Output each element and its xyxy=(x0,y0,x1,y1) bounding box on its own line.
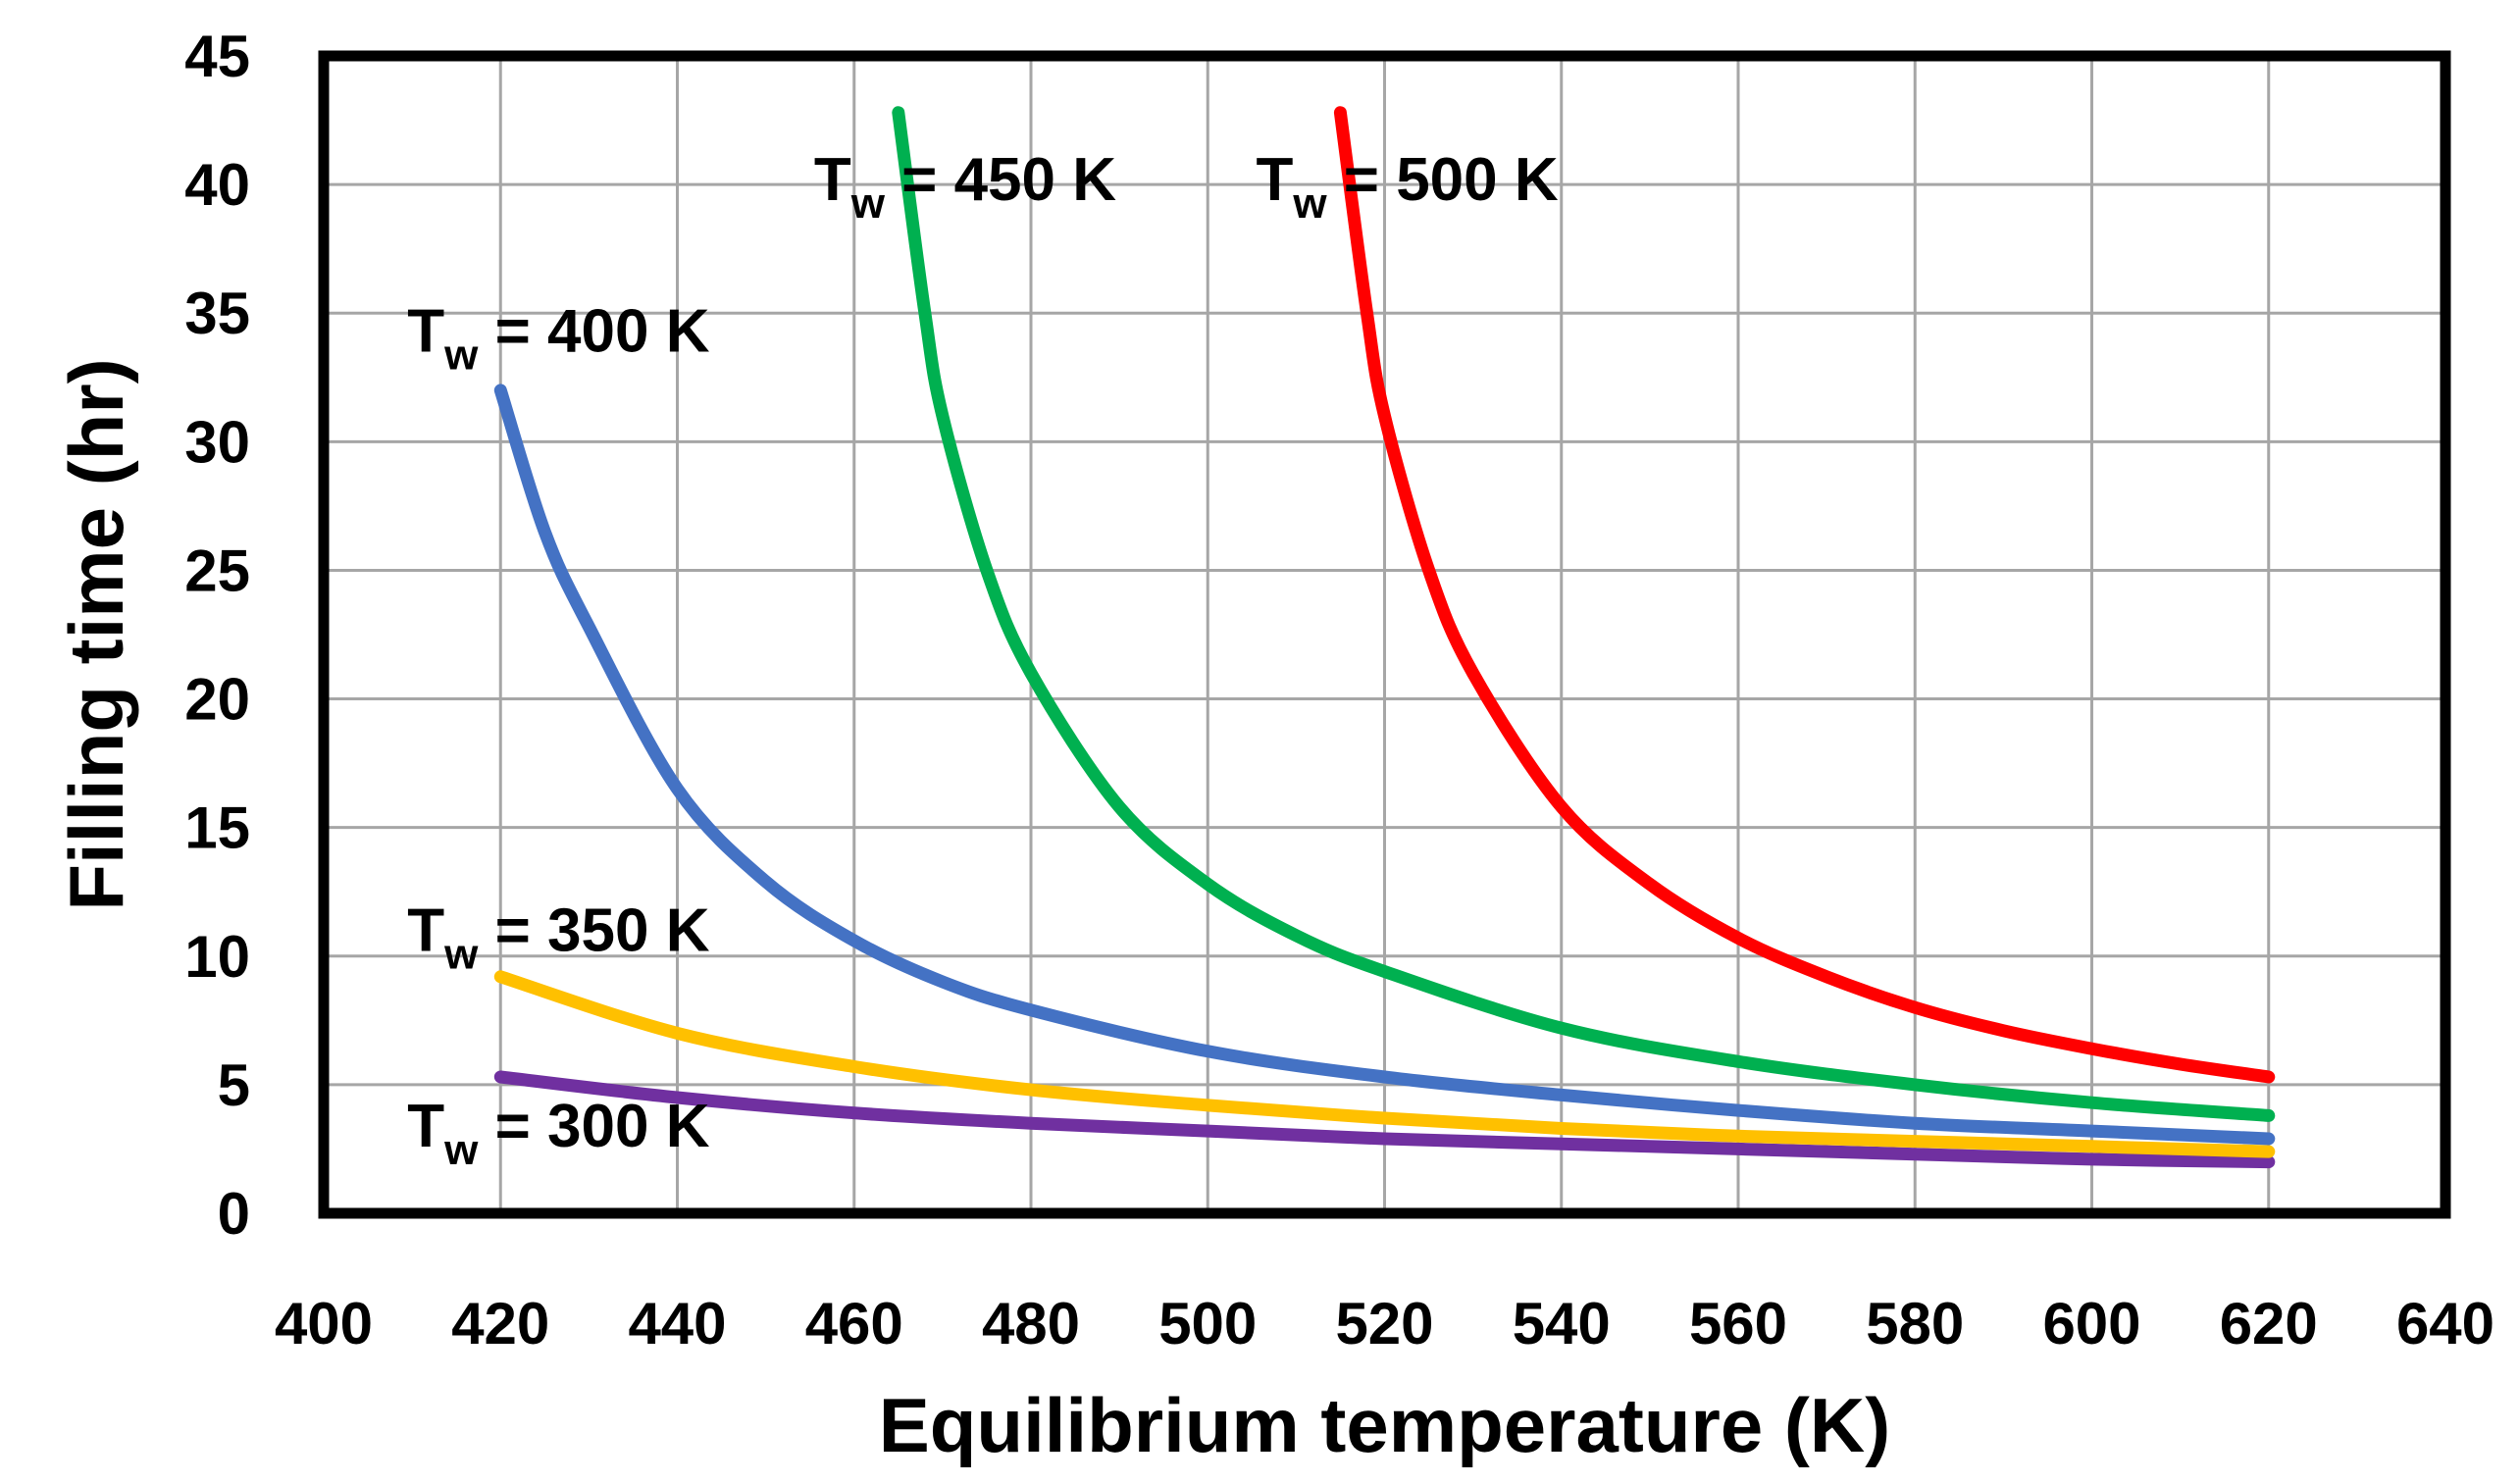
y-tick-labels: 0 5 10 15 20 25 30 35 40 45 xyxy=(184,24,250,1247)
y-axis-title: Filling time (hr) xyxy=(53,358,139,910)
series-labels: Tw = 300 KTw = 350 KTw = 400 KTw = 450 K… xyxy=(407,146,1559,1174)
series-label-rest: = 350 K xyxy=(478,897,709,965)
y-tick-label: 40 xyxy=(184,152,250,218)
x-tick-label: 560 xyxy=(1689,1291,1787,1356)
series-label-rest: = 300 K xyxy=(478,1093,709,1160)
x-tick-labels: 400 420 440 460 480 500 520 540 560 580 600 620 640 xyxy=(275,1291,2494,1356)
y-tick-label: 0 xyxy=(218,1181,250,1247)
x-tick-label: 440 xyxy=(628,1291,726,1356)
series-label-subscript: w xyxy=(443,1126,479,1174)
plot-area-frame xyxy=(318,50,2451,1219)
series-label-subscript: w xyxy=(1292,179,1327,228)
y-tick-label: 45 xyxy=(184,24,250,89)
y-tick-label: 10 xyxy=(184,924,250,990)
x-tick-label: 620 xyxy=(2220,1291,2318,1356)
series-line-4 xyxy=(1333,106,2276,1084)
series-line-2 xyxy=(493,384,2276,1146)
y-tick-label: 20 xyxy=(184,667,250,733)
y-tick-label: 5 xyxy=(218,1052,250,1118)
x-tick-label: 540 xyxy=(1513,1291,1611,1356)
series-label-3: Tw = 450 K xyxy=(814,146,1116,228)
series-label-subscript: w xyxy=(443,332,479,380)
series-label-4: Tw = 500 K xyxy=(1256,146,1558,228)
y-tick-label: 15 xyxy=(184,795,250,861)
x-tick-label: 400 xyxy=(275,1291,373,1356)
series-label-2: Tw = 400 K xyxy=(407,298,709,380)
series-label-rest: = 450 K xyxy=(885,146,1116,214)
series-label-main: T xyxy=(814,146,851,214)
series-label-0: Tw = 300 K xyxy=(407,1093,709,1174)
series-line-3 xyxy=(892,106,2276,1122)
y-tick-label: 30 xyxy=(184,409,250,475)
series-label-main: T xyxy=(407,1093,444,1160)
x-tick-label: 580 xyxy=(1866,1291,1964,1356)
series-label-subscript: w xyxy=(443,931,479,979)
series-label-subscript: w xyxy=(850,179,886,228)
x-tick-label: 480 xyxy=(982,1291,1080,1356)
series-lines xyxy=(493,106,2276,1169)
x-tick-label: 600 xyxy=(2042,1291,2140,1356)
series-label-1: Tw = 350 K xyxy=(407,897,709,979)
x-tick-label: 460 xyxy=(805,1291,903,1356)
x-tick-label: 500 xyxy=(1158,1291,1257,1356)
series-label-main: T xyxy=(407,298,444,366)
series-line-0 xyxy=(493,1070,2276,1169)
series-line-1 xyxy=(493,970,2276,1158)
x-tick-label: 640 xyxy=(2396,1291,2494,1356)
x-tick-label: 520 xyxy=(1335,1291,1433,1356)
x-tick-label: 420 xyxy=(451,1291,549,1356)
series-label-main: T xyxy=(407,897,444,965)
y-tick-label: 35 xyxy=(184,281,250,346)
x-axis-title: Equilibrium temperature (K) xyxy=(879,1382,1890,1468)
y-tick-label: 25 xyxy=(184,537,250,603)
series-label-rest: = 500 K xyxy=(1327,146,1559,214)
series-label-main: T xyxy=(1256,146,1293,214)
series-label-rest: = 400 K xyxy=(478,298,709,366)
